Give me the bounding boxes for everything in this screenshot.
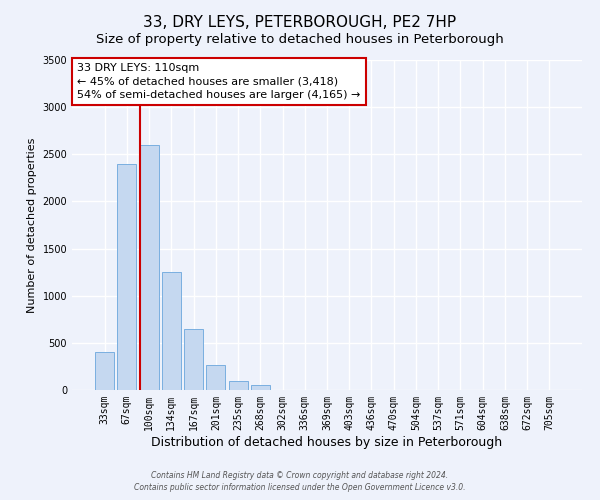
Bar: [118, 164, 136, 390]
Bar: [184, 328, 203, 390]
Bar: [251, 385, 270, 390]
Bar: [95, 352, 114, 390]
Text: 33, DRY LEYS, PETERBOROUGH, PE2 7HP: 33, DRY LEYS, PETERBOROUGH, PE2 7HP: [143, 15, 457, 30]
Bar: [140, 145, 158, 390]
Text: Size of property relative to detached houses in Peterborough: Size of property relative to detached ho…: [96, 32, 504, 46]
Bar: [162, 272, 181, 390]
Y-axis label: Number of detached properties: Number of detached properties: [27, 138, 37, 312]
Bar: [229, 380, 248, 390]
Text: Contains HM Land Registry data © Crown copyright and database right 2024.
Contai: Contains HM Land Registry data © Crown c…: [134, 471, 466, 492]
Bar: [206, 366, 225, 390]
X-axis label: Distribution of detached houses by size in Peterborough: Distribution of detached houses by size …: [151, 436, 503, 448]
Text: 33 DRY LEYS: 110sqm
← 45% of detached houses are smaller (3,418)
54% of semi-det: 33 DRY LEYS: 110sqm ← 45% of detached ho…: [77, 64, 361, 100]
